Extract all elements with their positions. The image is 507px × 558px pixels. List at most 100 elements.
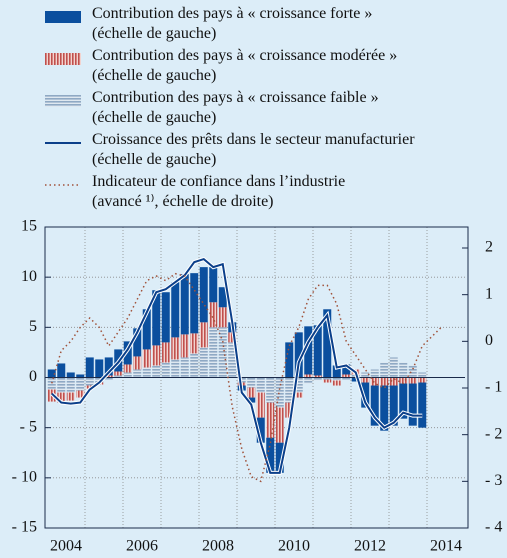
bar — [313, 377, 322, 381]
bar — [370, 385, 379, 426]
bar — [142, 349, 151, 368]
bar — [285, 377, 294, 403]
bar — [342, 374, 351, 378]
bar — [114, 375, 123, 378]
bar — [361, 382, 370, 408]
bar — [370, 369, 379, 378]
bar — [370, 377, 379, 386]
bar — [161, 362, 170, 378]
legend-item: Contribution des pays à « croissance for… — [0, 4, 507, 46]
bar — [332, 377, 341, 381]
bar — [123, 372, 132, 378]
bar — [218, 287, 227, 308]
bar — [66, 377, 75, 393]
bar — [209, 327, 218, 378]
bar — [332, 380, 341, 386]
bar — [313, 325, 322, 376]
legend-swatch — [45, 95, 81, 107]
bar — [190, 273, 199, 334]
bar — [408, 383, 417, 426]
bar — [218, 327, 227, 378]
bar — [418, 377, 427, 383]
y-tick-label: 10 — [21, 268, 37, 285]
bar — [66, 392, 75, 401]
bar — [133, 356, 142, 370]
bar — [123, 364, 132, 373]
bar — [351, 377, 360, 382]
y2-tick-label: 0 — [485, 332, 493, 349]
bar — [180, 274, 189, 335]
y-tick-label: - 10 — [12, 469, 37, 486]
bar — [389, 377, 398, 386]
bar — [361, 377, 370, 383]
bar — [152, 365, 161, 378]
bar — [275, 377, 284, 408]
bar — [209, 302, 218, 328]
x-tick-label: 2012 — [354, 538, 386, 555]
bar — [228, 342, 237, 378]
legend-swatch — [45, 184, 81, 186]
bar — [152, 345, 161, 366]
legend-item: Contribution des pays à « croissance mod… — [0, 46, 507, 88]
legend-label: Croissance des prêts dans le secteur man… — [92, 131, 415, 168]
bar — [161, 292, 170, 343]
bar — [332, 365, 341, 378]
bar — [85, 385, 94, 389]
bar — [361, 372, 370, 378]
bar — [323, 377, 332, 380]
bar — [76, 374, 85, 378]
bar — [399, 377, 408, 384]
line — [51, 257, 423, 474]
bar — [152, 290, 161, 346]
bar — [304, 326, 313, 375]
bar — [142, 309, 151, 350]
bar — [380, 362, 389, 378]
bar — [266, 437, 275, 473]
y2-tick-label: 2 — [485, 239, 493, 256]
bar — [389, 357, 398, 378]
bar — [209, 267, 218, 303]
bar — [256, 392, 265, 418]
legend-label: Contribution des pays à « croissance for… — [92, 5, 373, 42]
bar — [304, 377, 313, 384]
bar — [323, 379, 332, 383]
bar — [399, 383, 408, 419]
legend-swatch — [45, 142, 81, 144]
legend-label: Indicateur de confiance dans l’industrie… — [92, 173, 346, 210]
bar — [294, 392, 303, 398]
bar — [161, 342, 170, 363]
bar — [95, 359, 104, 378]
bar — [408, 377, 417, 384]
bar — [285, 342, 294, 378]
bar — [275, 442, 284, 473]
y-tick-label: - 5 — [20, 418, 37, 435]
y2-tick-label: - 2 — [485, 425, 502, 442]
y2-tick-label: - 1 — [485, 379, 502, 396]
bar — [123, 341, 132, 365]
bar — [199, 322, 208, 348]
bar — [171, 359, 180, 378]
x-tick-label: 2004 — [50, 538, 82, 555]
bar — [114, 371, 123, 376]
bar — [66, 372, 75, 378]
bar — [256, 377, 265, 393]
bar — [247, 397, 256, 403]
legend-item: Indicateur de confiance dans l’industrie… — [0, 172, 507, 214]
bar — [304, 374, 313, 378]
bar — [294, 377, 303, 393]
bar — [104, 357, 113, 376]
bar — [180, 357, 189, 378]
bar — [418, 382, 427, 428]
bar — [266, 377, 275, 403]
legend-item: Croissance des prêts dans le secteur man… — [0, 130, 507, 172]
bar — [247, 387, 256, 398]
bar — [104, 375, 113, 378]
bar — [399, 362, 408, 378]
legend-swatch — [45, 53, 81, 65]
bar — [76, 377, 85, 391]
x-tick-label: 2014 — [430, 538, 462, 555]
bar — [76, 390, 85, 398]
bar — [190, 333, 199, 354]
bar — [323, 309, 332, 378]
